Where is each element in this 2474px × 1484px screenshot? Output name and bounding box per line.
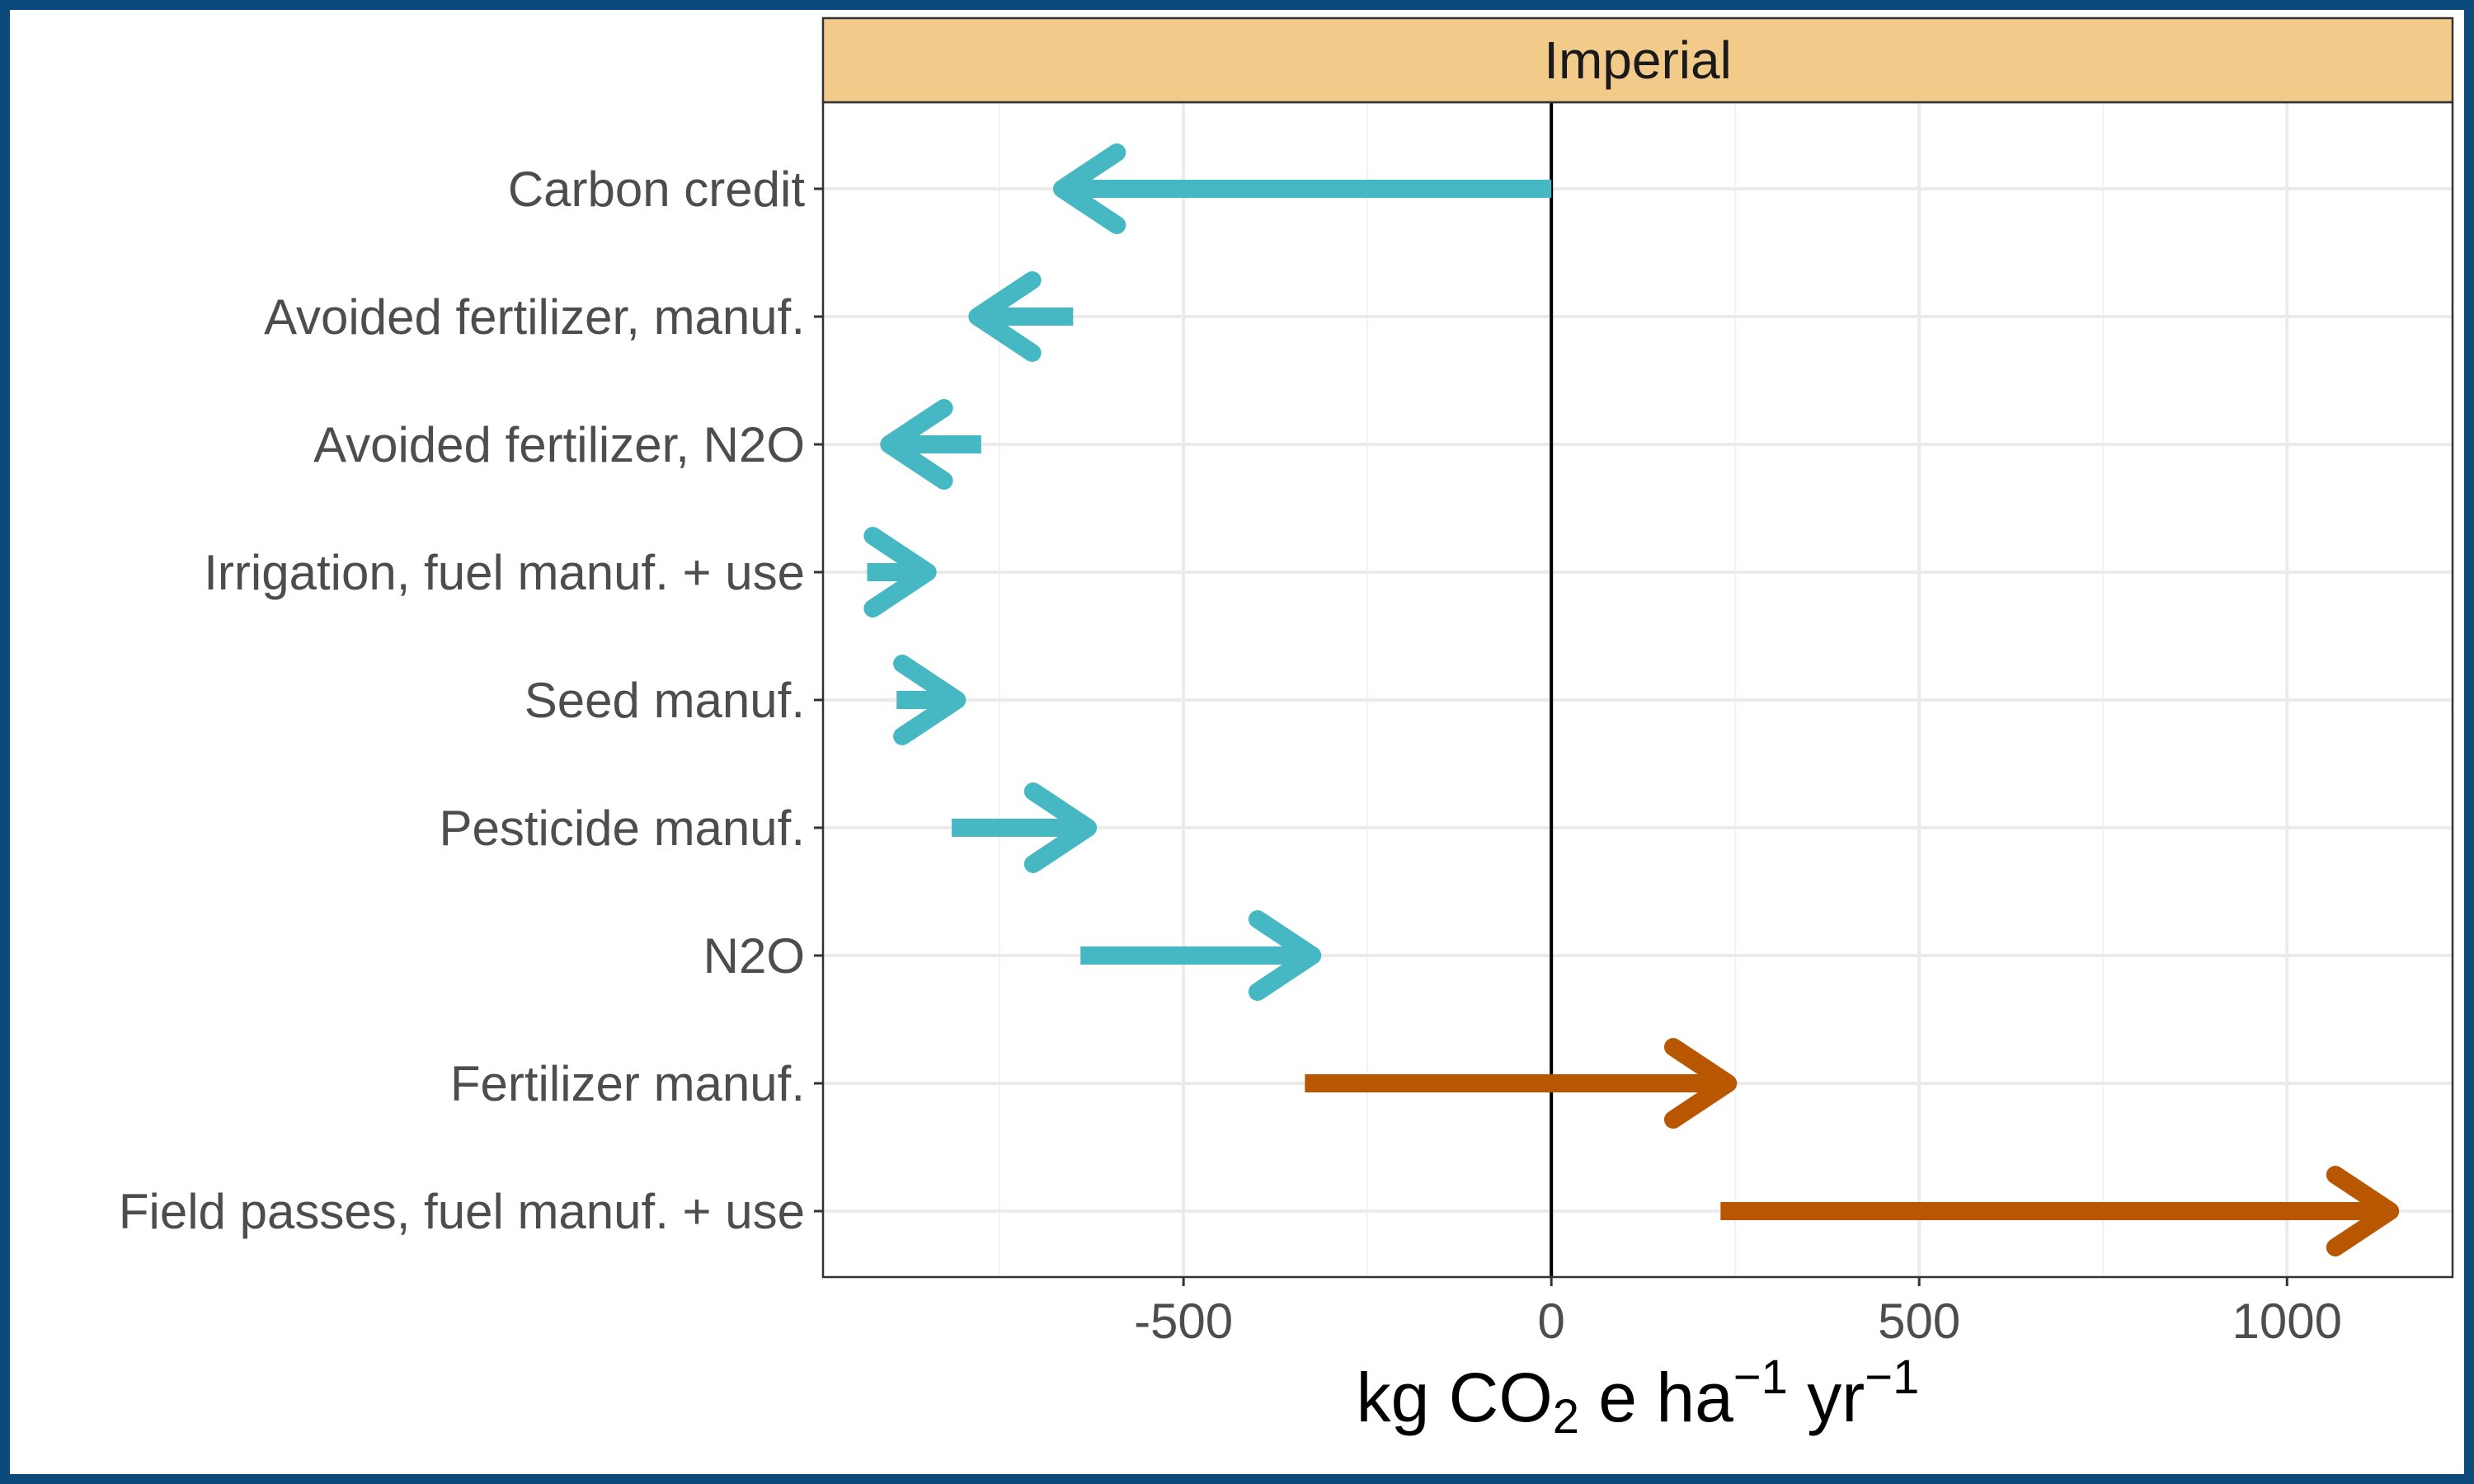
facet-strip-label: Imperial (1544, 31, 1732, 90)
arrow-head (2326, 1166, 2400, 1256)
arrow-head (1052, 143, 1126, 234)
arrow-head (893, 655, 967, 745)
x-tick-label: 500 (1878, 1294, 1960, 1349)
y-axis: Carbon credit Avoided fertilizer, manuf. A… (119, 162, 823, 1239)
y-tick-label: Seed manuf. (524, 673, 805, 728)
x-axis: -500 0 500 1000 (1134, 1277, 2342, 1349)
y-tick-label: N2O (703, 928, 805, 984)
y-tick-label: Field passes, fuel manuf. + use (119, 1184, 805, 1239)
y-tick-label: Pesticide manuf. (439, 801, 805, 856)
arrow-head (880, 399, 953, 490)
panel-area (823, 102, 2453, 1277)
arrow-head (863, 527, 937, 618)
arrow-head (1023, 782, 1098, 873)
x-tick-label: -500 (1134, 1294, 1233, 1349)
arrow-head (1248, 910, 1322, 1001)
x-axis-title: kg CO2 e ha−1 yr−1 (1357, 1350, 1920, 1444)
y-tick-label: Irrigation, fuel manuf. + use (204, 545, 805, 600)
panel-background (823, 102, 2453, 1277)
y-tick-label: Carbon credit (508, 162, 806, 217)
x-axis-title-mid2: yr (1788, 1359, 1865, 1436)
facet-strip-box (821, 16, 2454, 104)
arrow-chart: Imperial Carbon credit Avoided fertilizer… (119, 16, 2454, 1444)
y-tick-label: Fertilizer manuf. (450, 1056, 805, 1111)
y-tick-label: Avoided fertilizer, manuf. (264, 289, 805, 345)
arrow-series (863, 143, 2400, 1256)
x-axis-title-sup1: −1 (1733, 1350, 1788, 1404)
x-axis-title-mid1: e ha (1579, 1359, 1733, 1436)
x-axis-title-prefix: kg CO (1357, 1359, 1553, 1436)
arrow-head (968, 271, 1042, 362)
x-tick-label: 0 (1537, 1294, 1564, 1349)
y-tick-label: Avoided fertilizer, N2O (313, 417, 805, 472)
x-tick-label: 1000 (2232, 1294, 2342, 1349)
facet-strip: Imperial (821, 16, 2454, 104)
x-axis-title-sub: 2 (1553, 1390, 1579, 1444)
arrow-head (1663, 1038, 1738, 1129)
x-axis-title-sup2: −1 (1865, 1350, 1919, 1404)
